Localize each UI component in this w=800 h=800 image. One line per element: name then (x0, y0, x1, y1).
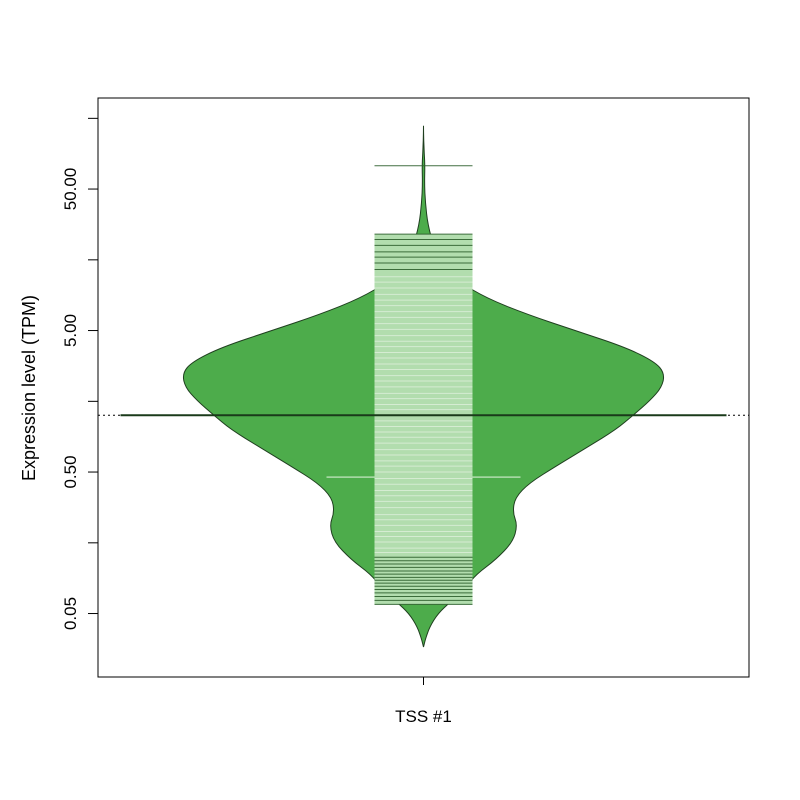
y-axis-tick-label: 0.50 (61, 455, 80, 488)
x-axis: TSS #1 (395, 677, 452, 726)
x-axis-category-label: TSS #1 (395, 707, 452, 726)
y-axis-tick-label: 50.00 (61, 168, 80, 211)
y-axis-tick-label: 0.05 (61, 597, 80, 630)
y-axis-tick-label: 5.00 (61, 314, 80, 347)
plot-layer (97, 97, 750, 678)
bean-strip (374, 234, 473, 605)
y-axis-title: Expression level (TPM) (19, 295, 39, 481)
y-axis: 0.05 0.50 5.00 50.00 (61, 117, 98, 630)
